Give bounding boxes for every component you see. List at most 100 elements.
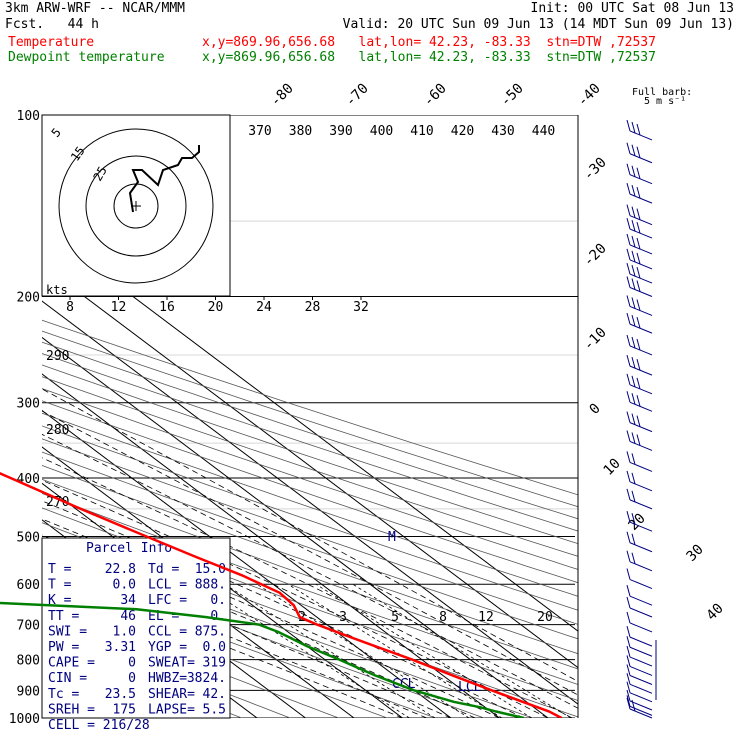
pressure-label-800: 800: [17, 654, 40, 669]
hodograph-ring: [85, 155, 187, 257]
wind-barb: [626, 681, 653, 703]
wind-barb: [626, 470, 653, 492]
theta-label: 440: [532, 124, 555, 139]
wind-barb-flag: [631, 413, 636, 425]
mixing-ratio-line: [224, 583, 436, 718]
wind-barb-staff: [629, 365, 653, 376]
parcel-info-value: 0.: [210, 593, 226, 608]
dewpoint-location: x,y=869.96,656.68 lat,lon= 42.23, -83.33…: [202, 50, 656, 65]
wind-barb: [626, 568, 653, 590]
wind-barb-flag: [631, 264, 636, 277]
wind-barb-staff: [629, 665, 653, 676]
wind-barb-staff: [629, 287, 653, 297]
parcel-info-key: LFC =: [148, 593, 187, 608]
wind-barb: [626, 550, 653, 572]
wind-barb-flag: [631, 184, 636, 197]
hodo-speed-label: 8: [66, 300, 74, 315]
hodo-speed-label: 20: [208, 300, 224, 315]
wind-barb-flag: [631, 336, 636, 349]
wind-barb: [626, 451, 653, 472]
wind-barb: [626, 354, 653, 376]
wind-barb-staff: [629, 622, 653, 633]
moist-adiabat: [42, 479, 549, 718]
hodo-speed-label: 28: [305, 300, 321, 315]
wind-barb-flag: [626, 262, 631, 275]
wind-barb-flag: [636, 167, 641, 179]
wind-barb-flag: [626, 689, 631, 702]
parcel-info-key: Tc =: [48, 687, 79, 702]
wind-barb-staff: [629, 595, 653, 606]
wind-barb-flag: [631, 453, 636, 465]
wind-barb: [626, 673, 653, 694]
parcel-info-key: Td =: [148, 562, 179, 577]
wind-barb-flag: [626, 182, 631, 195]
parcel-info-value: 0.0: [113, 578, 136, 593]
hodo-units: kts: [46, 283, 68, 297]
theta-label: 380: [289, 124, 312, 139]
wind-barb-flag: [626, 276, 631, 288]
mixing-ratio-line: [287, 583, 503, 718]
parcel-info-value: 319: [203, 656, 226, 671]
parcel-info-key: SHEAR=: [148, 687, 195, 702]
dry-adiabat: [42, 400, 578, 584]
wind-barb-flag: [626, 295, 631, 307]
wind-barb-flag: [631, 393, 636, 405]
wind-barb-flag: [631, 533, 636, 545]
wind-barb-flag: [626, 119, 631, 132]
isotherm-label: 0: [587, 401, 604, 418]
hodo-ring-label-25: 25: [90, 164, 109, 184]
wind-barb: [626, 276, 653, 297]
pressure-label-200: 200: [17, 291, 40, 306]
theta-label: 430: [491, 124, 514, 139]
wind-barb-flag: [626, 655, 631, 667]
wind-barb-flag: [636, 208, 641, 220]
wind-barb-flag: [636, 338, 641, 351]
isotherm-label: -20: [581, 241, 610, 270]
parcel-info-key: T =: [48, 562, 72, 577]
wind-barb-flag: [626, 470, 631, 482]
wind-barb-flag: [626, 411, 631, 423]
wind-barb-flag: [626, 334, 631, 347]
dry-adiabat: [42, 388, 578, 570]
moist-adiabat: [42, 457, 573, 718]
hodo-speed-label: 16: [159, 300, 175, 315]
parcel-info-value: 22.8: [105, 562, 136, 577]
parcel-info-value: 0.0: [203, 640, 226, 655]
wind-barb-flag: [636, 395, 641, 407]
wind-barb-flag: [626, 550, 631, 562]
wind-barb-flag: [626, 312, 631, 325]
pressure-label-300: 300: [17, 397, 40, 412]
theta-label: 390: [329, 124, 352, 139]
wind-barb-flag: [636, 280, 641, 292]
wind-barb-staff: [629, 692, 653, 703]
isotherm: [42, 300, 578, 705]
parcel-info-value: 15.0: [195, 562, 226, 577]
wind-barb: [626, 182, 653, 204]
wind-barb: [626, 262, 653, 284]
wind-barb: [626, 233, 653, 255]
wind-barb-staff: [629, 636, 653, 647]
isotherm: [42, 446, 403, 718]
wind-barb: [626, 689, 653, 711]
wind-barb-staff: [629, 259, 653, 270]
isotherm-label: -30: [581, 155, 610, 184]
temperature-location: x,y=869.96,656.68 lat,lon= 42.23, -83.33…: [202, 35, 656, 50]
pressure-label-600: 600: [17, 578, 40, 593]
dry-adiabat: [42, 353, 578, 532]
wind-barb: [626, 142, 653, 164]
wind-barb: [626, 119, 653, 141]
theta-side-label: 280: [46, 423, 69, 438]
init-time: Init: 00 UTC Sat 08 Jun 13: [530, 1, 735, 16]
moist-adiabat: [42, 433, 578, 709]
parcel-info-key: LCL =: [148, 578, 187, 593]
wind-barb: [626, 373, 653, 395]
pressure-label-500: 500: [17, 530, 40, 545]
isotherm-label: -50: [498, 81, 527, 110]
wind-barb-flag: [631, 165, 636, 177]
pressure-label-700: 700: [17, 619, 40, 634]
parcel-info-key: SREH =: [48, 702, 95, 717]
mixing-ratio-label: 8: [439, 610, 447, 625]
parcel-info-value: 1.0: [113, 624, 136, 639]
parcel-info-value: 0.: [210, 609, 226, 624]
